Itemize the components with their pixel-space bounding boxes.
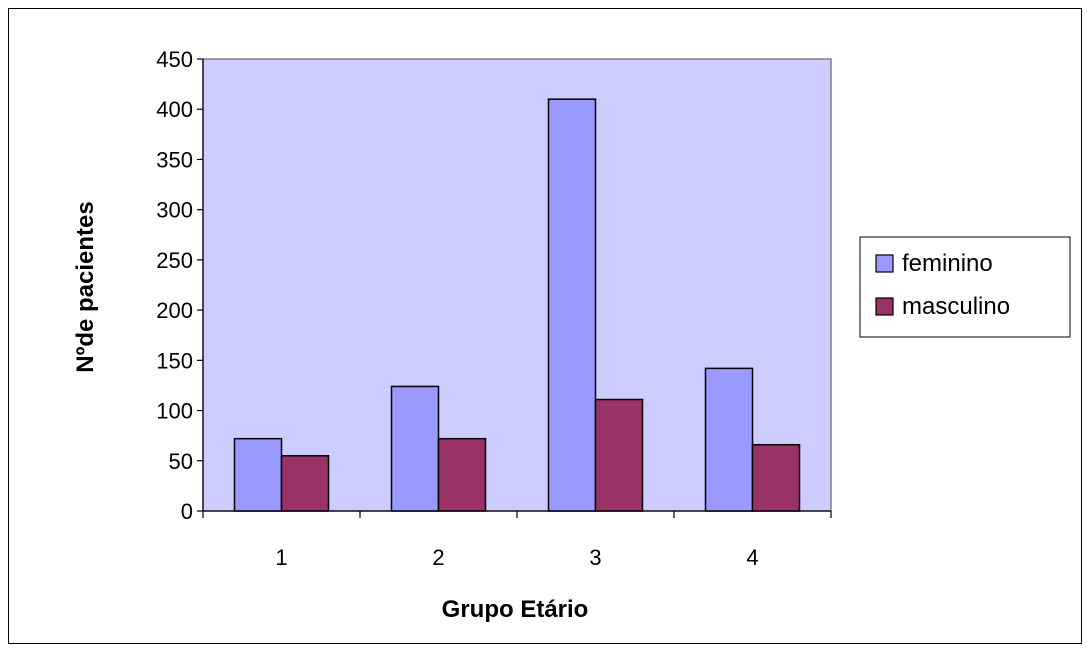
y-tick-label: 400 xyxy=(156,97,193,122)
y-tick-label: 350 xyxy=(156,147,193,172)
legend: feminino masculino xyxy=(859,236,1071,338)
x-tick-label: 2 xyxy=(432,545,444,570)
y-tick-label: 200 xyxy=(156,298,193,323)
bar-feminino-4 xyxy=(704,367,754,512)
legend-swatch-masculino xyxy=(875,297,894,316)
bar-feminino-2 xyxy=(390,385,440,512)
y-tick-label: 0 xyxy=(181,499,193,524)
y-axis-title: Nºde pacientes xyxy=(72,201,99,373)
bars-group xyxy=(233,98,801,512)
x-axis: 1 2 3 4 xyxy=(202,510,832,570)
y-tick-label: 50 xyxy=(169,449,193,474)
x-tick-label: 1 xyxy=(275,545,287,570)
legend-label-feminino: feminino xyxy=(902,250,993,277)
bar-feminino-3 xyxy=(547,98,597,512)
y-tick-label: 300 xyxy=(156,198,193,223)
bar-feminino-1 xyxy=(233,437,283,512)
bar-masculino-2 xyxy=(437,437,487,512)
y-axis: 0 50 100 150 200 250 300 350 400 450 xyxy=(156,47,204,524)
x-tick-label: 4 xyxy=(746,545,758,570)
y-tick-label: 150 xyxy=(156,348,193,373)
legend-swatch-feminino xyxy=(875,254,894,273)
bar-masculino-4 xyxy=(751,443,801,512)
y-tick-label: 450 xyxy=(156,47,193,72)
x-axis-title: Grupo Etário xyxy=(442,596,589,623)
bar-masculino-3 xyxy=(594,398,644,512)
legend-box xyxy=(859,236,1071,338)
bar-masculino-1 xyxy=(280,455,330,512)
x-tick-label: 3 xyxy=(589,545,601,570)
y-tick-label: 250 xyxy=(156,248,193,273)
legend-label-masculino: masculino xyxy=(902,293,1010,320)
y-tick-label: 100 xyxy=(156,399,193,424)
